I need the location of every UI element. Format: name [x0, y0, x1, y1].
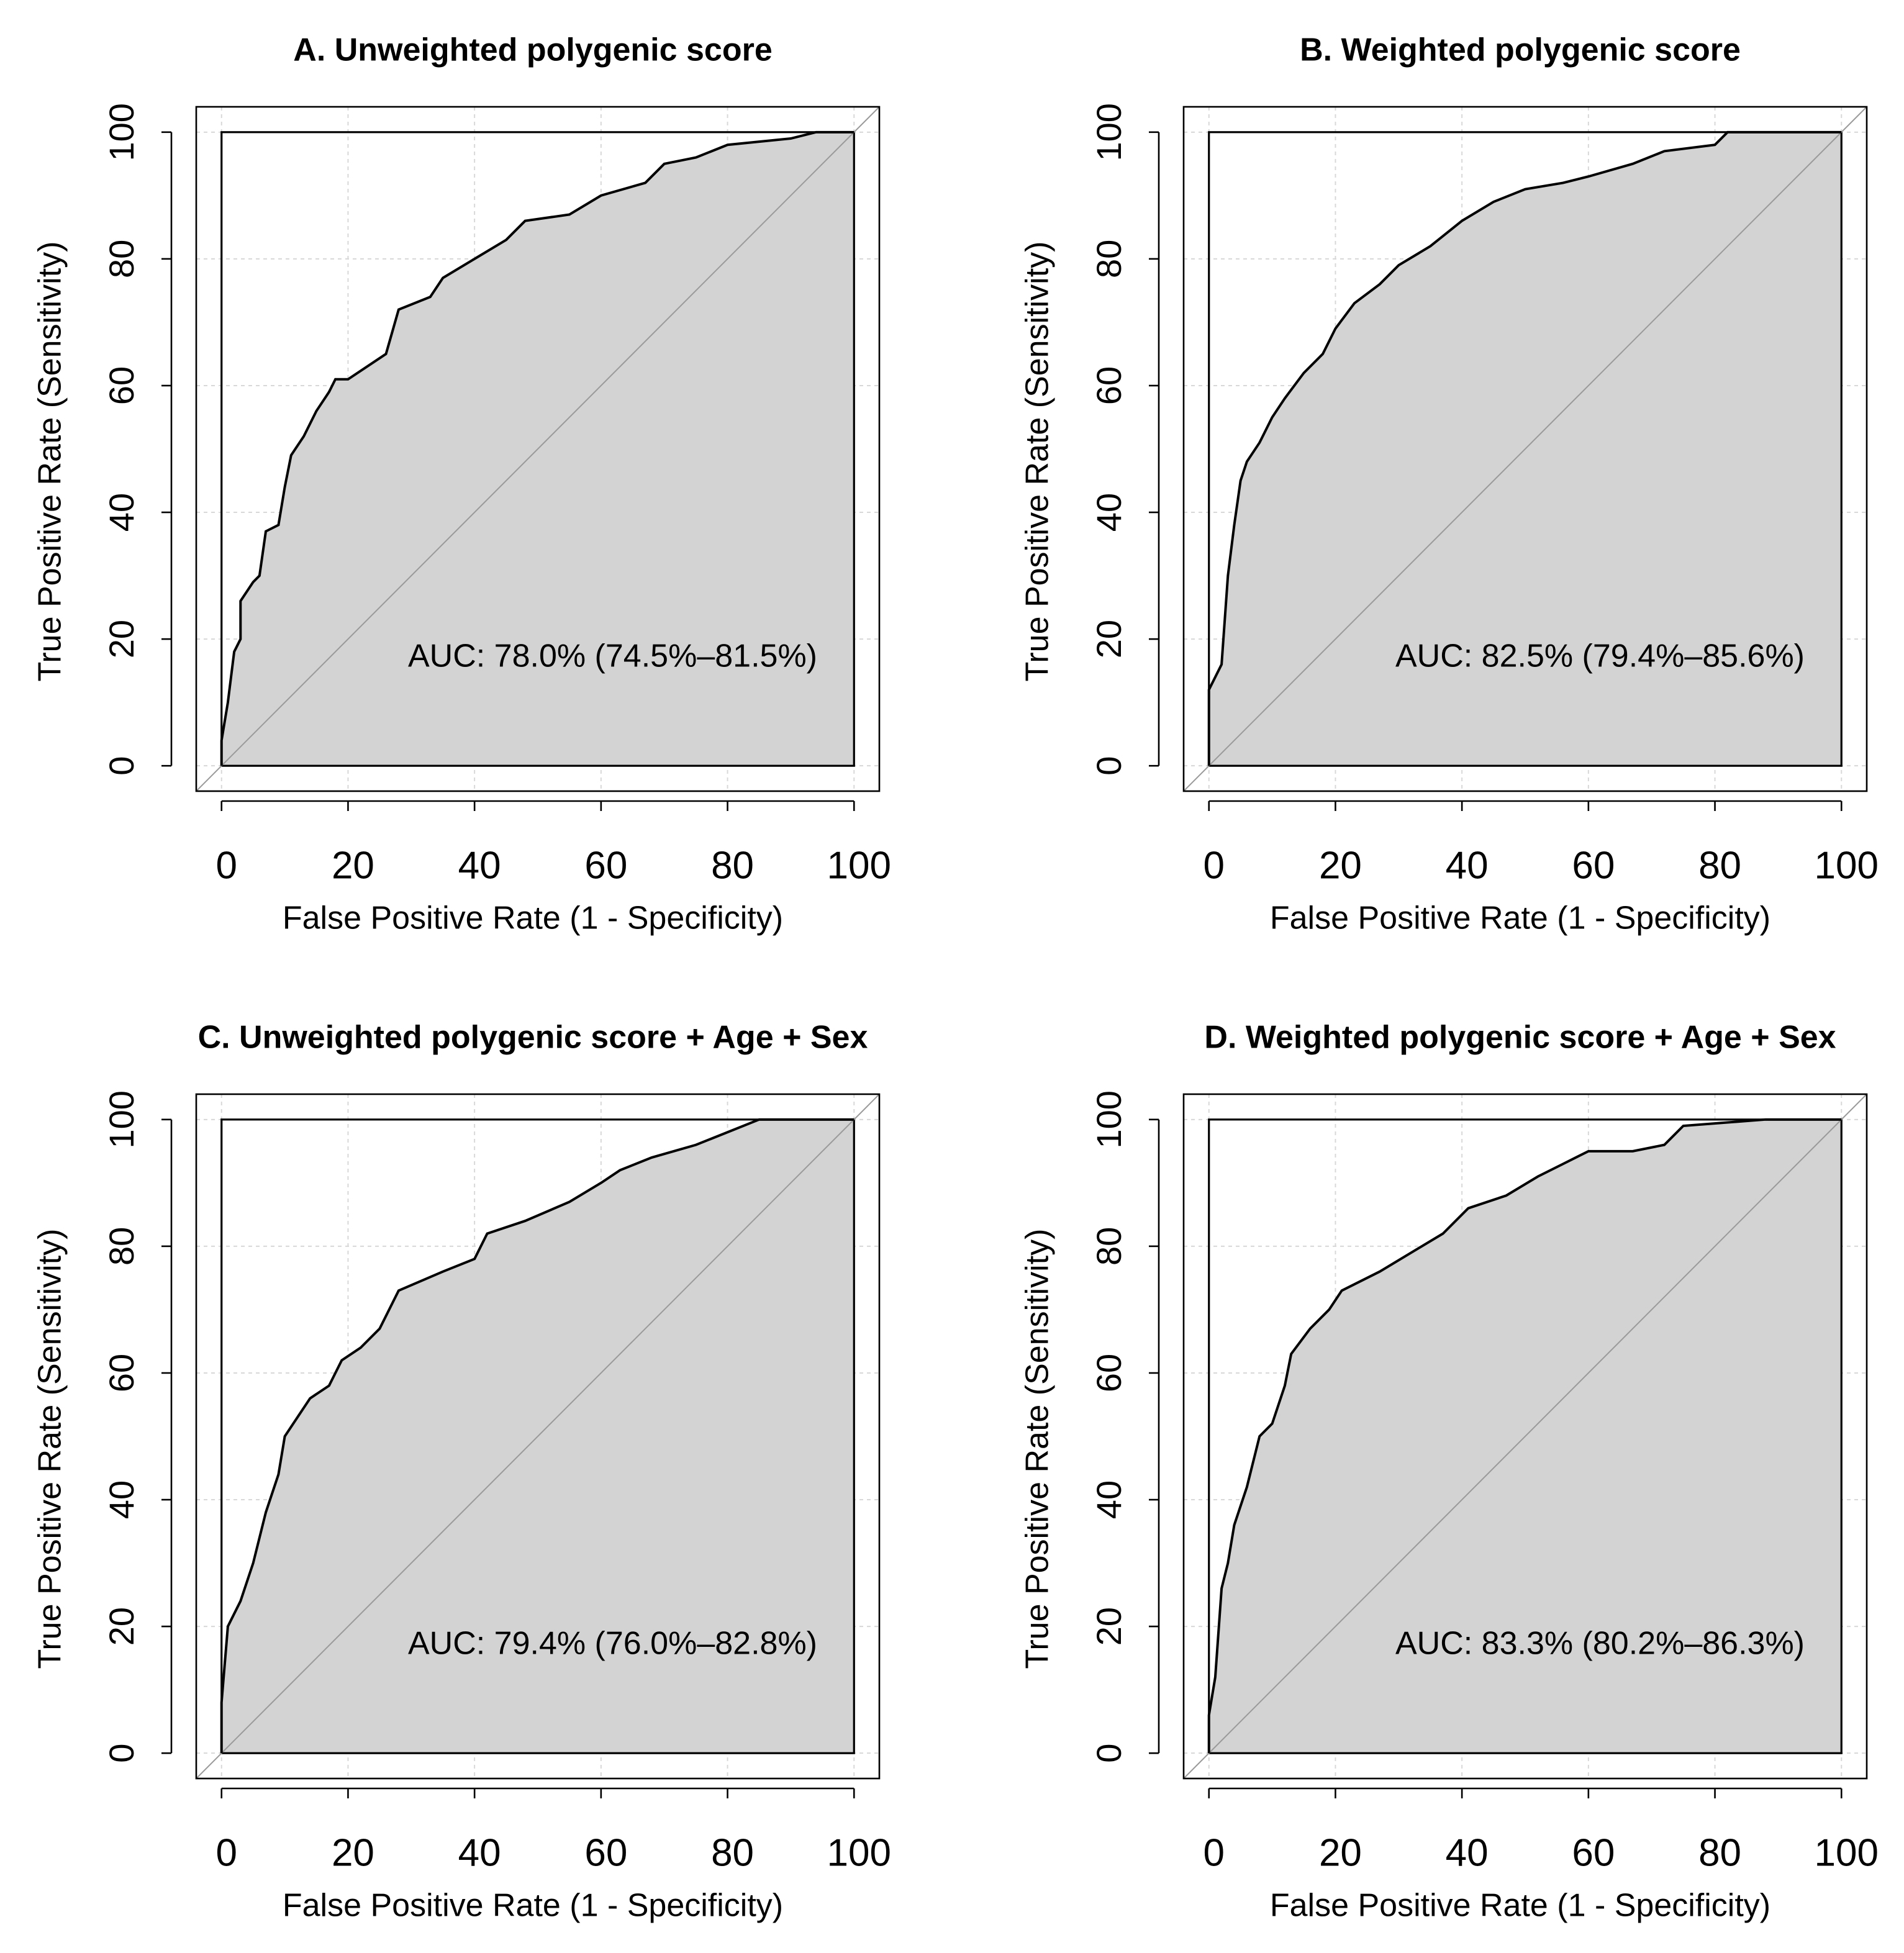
y-tick-label: 40	[1089, 1480, 1128, 1519]
x-tick-label: 80	[711, 844, 754, 887]
x-tick-label: 40	[1446, 1831, 1489, 1874]
y-tick-label: 40	[1089, 493, 1128, 532]
y-tick-label: 20	[1089, 620, 1128, 658]
roc-line	[1207, 1118, 1842, 1754]
x-tick-label: 20	[1319, 844, 1362, 887]
plot-box	[195, 106, 881, 792]
y-tick-label: 60	[1089, 1354, 1128, 1392]
y-tick-label: 100	[102, 103, 141, 161]
y-tick-label: 0	[102, 1744, 141, 1763]
x-tick-label: 60	[1572, 1831, 1615, 1874]
roc-line	[220, 130, 855, 766]
y-tick-label: 80	[102, 1227, 141, 1266]
x-tick-label: 40	[458, 844, 501, 887]
y-axis-label: True Positive Rate (Sensitivity)	[32, 1229, 68, 1669]
x-tick-label: 20	[1319, 1831, 1362, 1874]
plot-box	[1182, 1093, 1868, 1780]
y-tick-label: 40	[102, 1480, 141, 1519]
x-axis-label: False Positive Rate (1 - Specificity)	[1270, 1888, 1770, 1924]
plot-box	[195, 1093, 881, 1780]
x-axis-label: False Positive Rate (1 - Specificity)	[1270, 900, 1770, 936]
x-tick-label: 20	[332, 1831, 374, 1874]
unit-frame	[1208, 1118, 1843, 1754]
x-tick-label: 100	[827, 844, 891, 887]
x-tick-label: 60	[584, 1831, 627, 1874]
x-tick-label: 40	[458, 1831, 501, 1874]
y-tick-label: 0	[1089, 756, 1128, 776]
unit-frame	[220, 131, 855, 767]
x-tick-label: 0	[1203, 1831, 1224, 1874]
y-tick-label: 100	[1089, 103, 1128, 161]
y-axis-label: True Positive Rate (Sensitivity)	[32, 242, 68, 682]
y-tick-label: 80	[1089, 240, 1128, 278]
chart-title: D. Weighted polygenic score + Age + Sex	[1204, 1020, 1836, 1056]
diagonal	[196, 1094, 880, 1779]
auc-annotation: AUC: 83.3% (80.2%–86.3%)	[1395, 1625, 1805, 1661]
diagonal	[1183, 106, 1867, 792]
y-axis-label: True Positive Rate (Sensitivity)	[1020, 242, 1056, 682]
y-tick-label: 0	[102, 756, 141, 776]
auc-annotation: AUC: 78.0% (74.5%–81.5%)	[408, 638, 817, 674]
roc-line	[220, 1118, 855, 1754]
y-tick-label: 60	[102, 1354, 141, 1392]
x-tick-label: 60	[584, 844, 627, 887]
y-tick-label: 20	[102, 620, 141, 658]
y-tick-label: 60	[102, 366, 141, 405]
x-tick-label: 100	[1815, 844, 1879, 887]
chart-title: A. Unweighted polygenic score	[293, 32, 772, 68]
y-tick-label: 20	[1089, 1607, 1128, 1646]
y-tick-label: 80	[102, 240, 141, 278]
y-tick-label: 60	[1089, 366, 1128, 405]
x-tick-label: 0	[215, 1831, 237, 1874]
chart-title: B. Weighted polygenic score	[1300, 32, 1741, 68]
plot-box	[1182, 106, 1868, 792]
x-tick-label: 0	[215, 844, 237, 887]
x-tick-label: 100	[827, 1831, 891, 1874]
unit-frame	[220, 1118, 855, 1754]
y-tick-label: 20	[102, 1607, 141, 1646]
x-tick-label: 80	[711, 1831, 754, 1874]
x-axis-label: False Positive Rate (1 - Specificity)	[283, 900, 783, 936]
x-tick-label: 20	[332, 844, 374, 887]
x-tick-label: 80	[1698, 844, 1741, 887]
chart-title: C. Unweighted polygenic score + Age + Se…	[198, 1020, 868, 1056]
auc-annotation: AUC: 79.4% (76.0%–82.8%)	[408, 1625, 817, 1661]
y-tick-label: 100	[1089, 1090, 1128, 1148]
x-tick-label: 100	[1815, 1831, 1879, 1874]
x-tick-label: 80	[1698, 1831, 1741, 1874]
x-axis-label: False Positive Rate (1 - Specificity)	[283, 1888, 783, 1924]
unit-frame	[1208, 131, 1843, 767]
y-tick-label: 40	[102, 493, 141, 532]
x-tick-label: 40	[1446, 844, 1489, 887]
y-tick-label: 100	[102, 1090, 141, 1148]
x-tick-label: 0	[1203, 844, 1224, 887]
y-axis-label: True Positive Rate (Sensitivity)	[1020, 1229, 1056, 1669]
x-tick-label: 60	[1572, 844, 1615, 887]
roc-line	[1207, 130, 1842, 766]
diagonal	[196, 106, 880, 792]
diagonal	[1183, 1094, 1867, 1779]
y-tick-label: 80	[1089, 1227, 1128, 1266]
auc-annotation: AUC: 82.5% (79.4%–85.6%)	[1395, 638, 1805, 674]
y-tick-label: 0	[1089, 1744, 1128, 1763]
